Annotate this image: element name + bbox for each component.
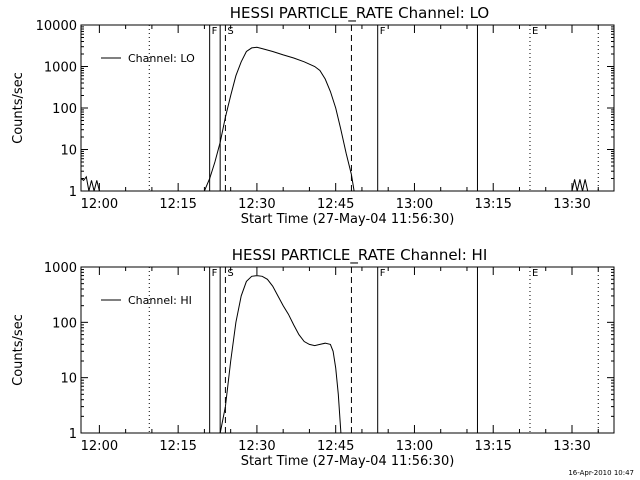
x-tick-label: 13:15 [474,439,511,454]
x-tick-label: 12:45 [317,197,354,212]
marker-label: F [212,26,218,37]
y-tick-label: 100 [52,316,77,331]
plot-frame [80,24,615,192]
timestamp: 16-Apr-2010 10:47 [568,469,634,477]
marker-label: F [380,268,386,279]
chart-title: HESSI PARTICLE_RATE Channel: LO [230,4,489,23]
series-line [80,46,589,192]
chart-panel-1: HESSI PARTICLE_RATE Channel: LOF S F E11010… [11,4,615,227]
y-tick-label: 10000 [36,19,77,34]
marker-label: S [227,268,233,279]
marker-label: E [532,26,538,37]
x-tick-label: 12:15 [159,439,196,454]
y-tick-label: 1000 [44,261,77,276]
marker-label: E [532,268,538,279]
plot-frame [80,266,615,434]
x-tick-label: 12:00 [81,197,118,212]
y-axis-label: Counts/sec [11,72,26,144]
x-tick-label: 12:15 [159,197,196,212]
x-tick-label: 13:00 [396,439,433,454]
legend-label: Channel: LO [128,52,195,65]
x-tick-label: 13:30 [553,197,590,212]
chart-panel-2: HESSI PARTICLE_RATE Channel: HIF S F E11010… [11,246,615,469]
x-tick-label: 13:00 [396,197,433,212]
y-tick-label: 1 [69,185,77,200]
series-line [219,275,342,434]
marker-label: S [227,26,233,37]
y-tick-label: 100 [52,102,77,117]
y-axis-label: Counts/sec [11,314,26,386]
marker-label: F [380,26,386,37]
x-axis-label: Start Time (27-May-04 11:56:30) [241,212,455,227]
x-tick-label: 12:30 [238,197,275,212]
legend-label: Channel: HI [128,294,192,307]
y-tick-label: 10 [60,372,77,387]
y-tick-label: 1000 [44,61,77,76]
x-axis-label: Start Time (27-May-04 11:56:30) [241,454,455,469]
y-tick-label: 10 [60,144,77,159]
x-tick-label: 12:30 [238,439,275,454]
x-tick-label: 13:30 [553,439,590,454]
marker-label: F [212,268,218,279]
x-tick-label: 13:15 [474,197,511,212]
x-tick-label: 12:00 [81,439,118,454]
y-tick-label: 1 [69,427,77,442]
chart-title: HESSI PARTICLE_RATE Channel: HI [232,246,488,265]
x-tick-label: 12:45 [317,439,354,454]
